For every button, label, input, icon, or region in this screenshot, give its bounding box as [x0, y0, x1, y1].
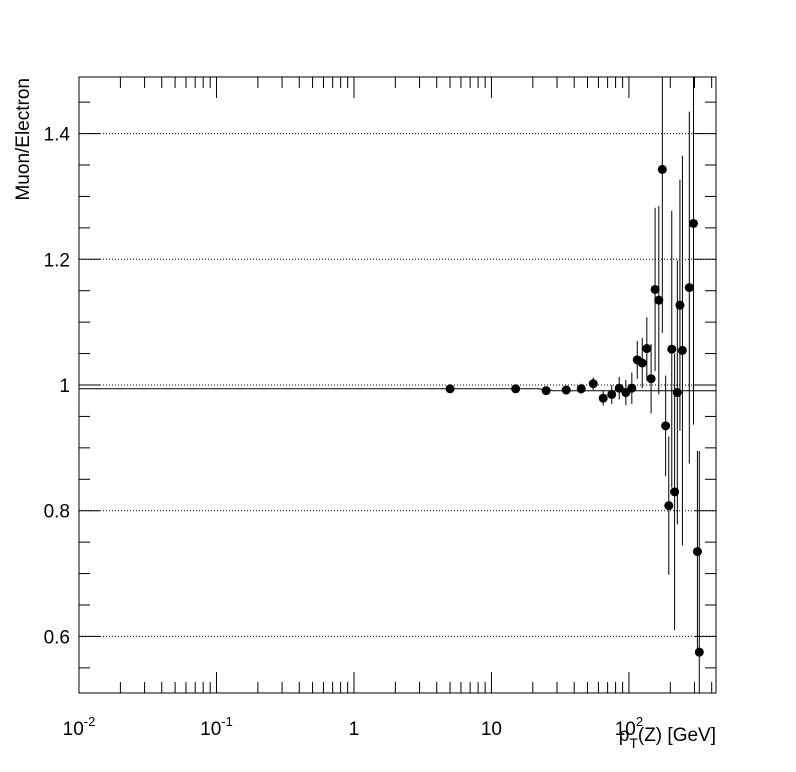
grid-lines [79, 133, 716, 637]
data-point-19 [664, 501, 674, 511]
data-point-10 [627, 383, 637, 393]
data-point-6 [598, 393, 608, 403]
data-point-4 [576, 384, 586, 394]
x-tick-label-3: 10 [481, 719, 502, 740]
data-point-3 [561, 385, 571, 395]
y-tick-label-4: 1.4 [44, 125, 71, 146]
y-tick-label-0: 0.6 [44, 627, 70, 648]
data-point-1 [511, 384, 521, 394]
axes [78, 76, 717, 694]
tick-labels: 0.6 0.8 1 1.2 1.4 10-2 10-1 1 10 102 [44, 125, 644, 740]
y-axis-title: Muon/Electron [13, 78, 34, 201]
data-point-16 [654, 295, 664, 305]
x-tick-label-4: 102 [615, 714, 643, 740]
data-point-18 [661, 421, 671, 431]
data-point-14 [646, 374, 656, 384]
x-tick-label-0: 10-2 [63, 714, 96, 740]
data-point-13 [642, 344, 652, 354]
data-point-2 [541, 386, 551, 396]
data-point-15 [650, 284, 660, 294]
data-point-25 [684, 283, 694, 293]
data-point-24 [677, 345, 687, 355]
data-point-23 [675, 300, 685, 310]
data-point-7 [607, 389, 617, 399]
data-point-5 [588, 379, 598, 389]
data-point-22 [672, 388, 682, 398]
y-tick-label-1: 0.8 [44, 502, 70, 523]
data-point-20 [667, 344, 677, 354]
y-tick-label-3: 1.2 [44, 250, 70, 271]
data-point-17 [657, 164, 667, 174]
x-axis-title: pT(Z) [GeV] [619, 725, 716, 751]
data-point-0 [445, 384, 455, 394]
data-point-12 [637, 358, 647, 368]
x-tick-label-2: 1 [349, 719, 360, 740]
data-point-27 [692, 547, 702, 557]
x-tick-label-1: 10-1 [200, 714, 233, 740]
data-point-26 [689, 218, 699, 228]
data-point-8 [614, 383, 624, 393]
data-points [445, 77, 704, 693]
data-point-28 [694, 647, 704, 657]
y-tick-label-2: 1 [59, 376, 70, 397]
